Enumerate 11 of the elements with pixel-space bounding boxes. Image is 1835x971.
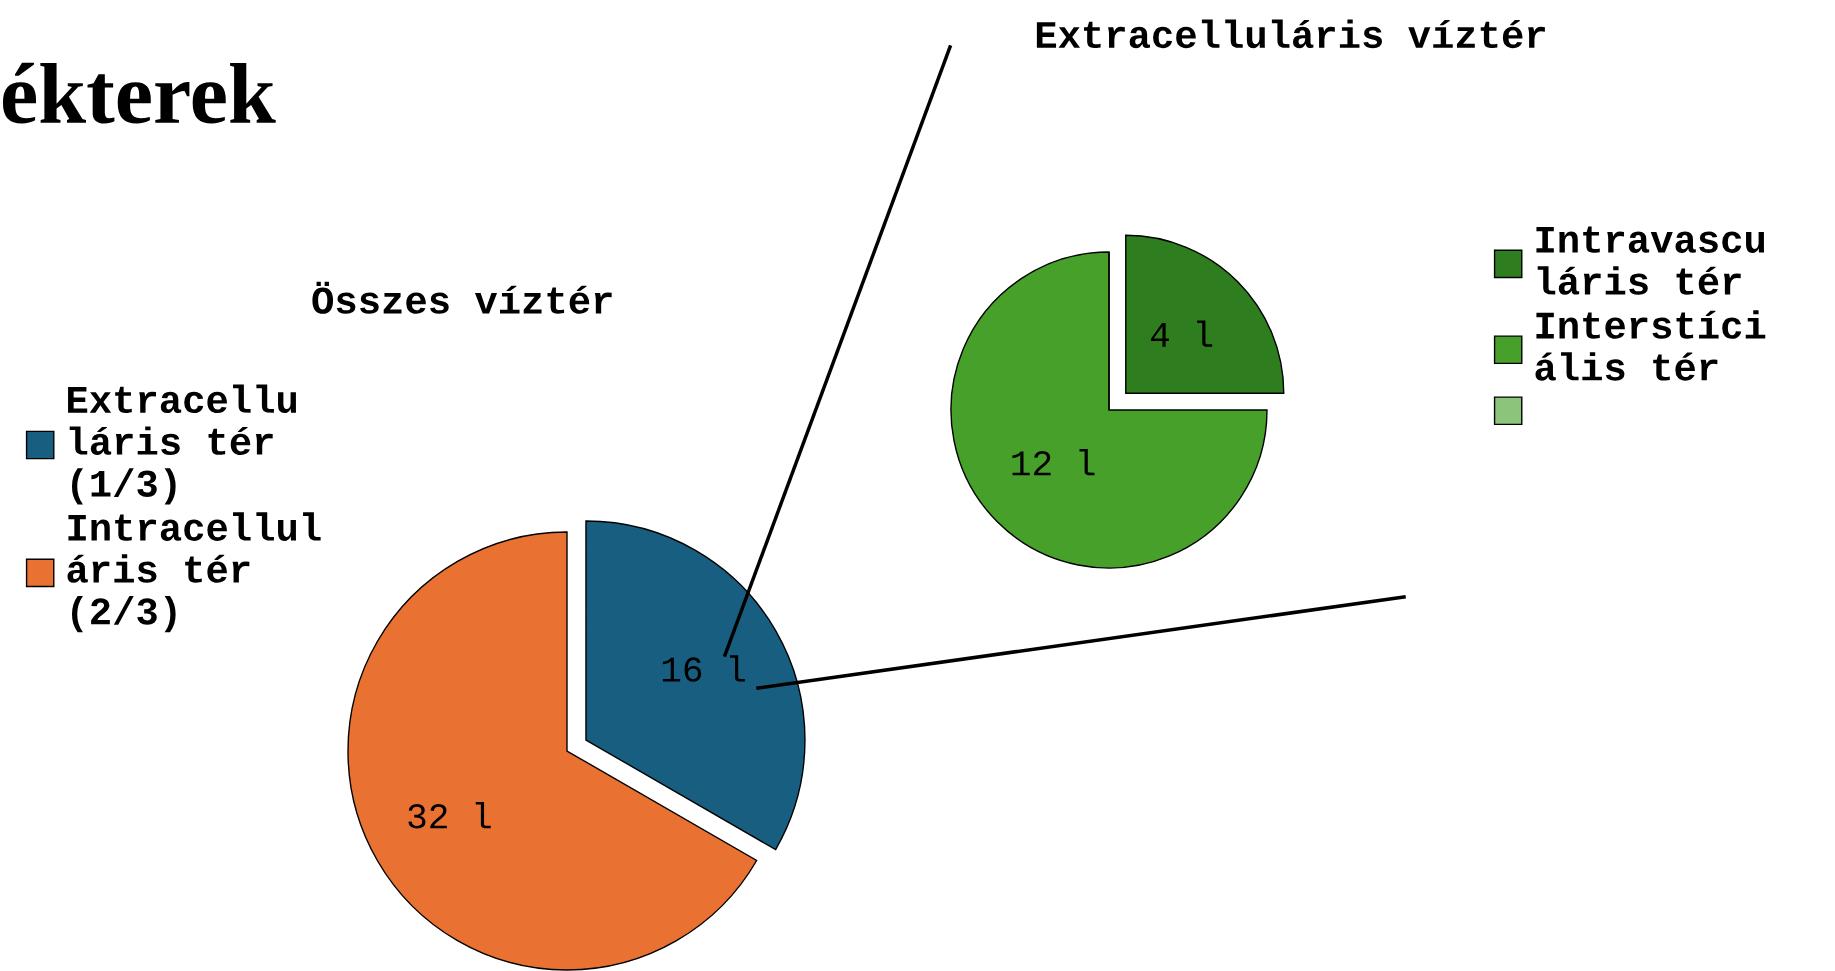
data-label: 16 l	[662, 655, 745, 682]
legend-label: Intracellul áris tér (2/3)	[67, 512, 321, 633]
legend-label: Interstíci ális tér	[1535, 310, 1766, 381]
text: ékterek	[2, 62, 276, 124]
legend-label: Extracellu láris tér (1/3)	[68, 384, 297, 505]
data-label: 12 l	[1012, 449, 1095, 476]
data-label: 32 l	[408, 802, 491, 829]
chart-title: Extracelluláris víztér	[1036, 19, 1545, 49]
data-label: 4 l	[1150, 320, 1213, 347]
chart-title: Összes víztér	[312, 281, 612, 314]
legend-label: Intravascu láris tér	[1536, 226, 1765, 295]
